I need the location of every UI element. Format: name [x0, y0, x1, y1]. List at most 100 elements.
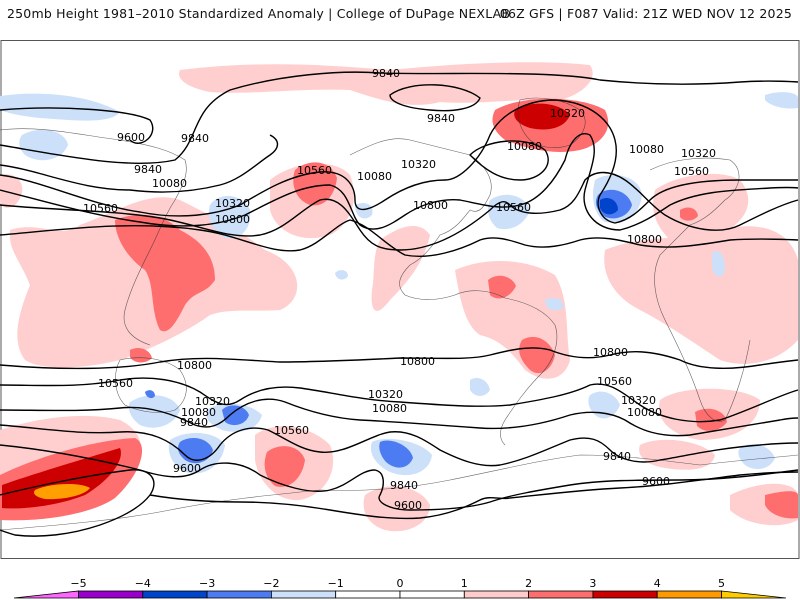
model-run-valid-time: 06Z GFS | F087 Valid: 21Z WED NOV 12 202… — [499, 6, 792, 21]
contour-9600-south — [0, 469, 799, 537]
colorbar-segment-m5_m4 — [78, 590, 144, 599]
anomaly-negative-1sd-libya — [712, 251, 725, 277]
contour-label: 10560 — [597, 375, 632, 388]
contour-label: 10080 — [507, 140, 542, 153]
height-contours — [0, 71, 799, 537]
contour-label: 10560 — [496, 201, 531, 214]
colorbar-tick-label: 2 — [525, 577, 532, 590]
chart-title: 250mb Height 1981–2010 Standardized Anom… — [7, 6, 511, 21]
anomaly-negative-1sd-indian-south — [738, 444, 775, 470]
anomaly-negative-3sd-north-atlantic — [600, 198, 618, 215]
contour-10560 — [0, 171, 799, 251]
contour-labels: 9840 9600 9840 9840 10320 9840 10080 105… — [83, 67, 716, 512]
contour-10080 — [0, 99, 798, 224]
anomaly-negative-1sd-arctic-east — [765, 92, 798, 109]
contour-label: 10320 — [368, 388, 403, 401]
colorbar-extend-max — [721, 590, 787, 599]
contour-label: 10320 — [195, 395, 230, 408]
contour-label: 10800 — [413, 199, 448, 212]
anomaly-positive-2sd-south-africa — [695, 408, 727, 431]
anomaly-positive-3sd-southern-indian — [2, 448, 121, 509]
colorbar-segment-p1_2 — [463, 590, 529, 599]
anomaly-negative-1sd-gulf-alaska — [355, 203, 373, 219]
contour-label: 9840 — [372, 67, 400, 80]
colorbar-tick-label: −4 — [135, 577, 151, 590]
contour-label: 9600 — [117, 131, 145, 144]
anomaly-positive-2sd-alps — [680, 207, 698, 221]
coastline-australia — [115, 357, 187, 413]
colorbar-segment-m1_0 — [335, 590, 401, 599]
anomaly-positive-1sd-australia-sw — [0, 174, 23, 208]
contour-label: 9840 — [427, 112, 455, 125]
colorbar-segment-p3_4 — [592, 590, 658, 599]
coastline-north-america — [349, 138, 492, 300]
anomaly-negative-2sd-nz-east — [222, 405, 249, 426]
contour-label: 10320 — [401, 158, 436, 171]
contour-label: 10080 — [357, 170, 392, 183]
anomaly-positive-1sd-mexico — [371, 225, 430, 311]
contour-label: 10080 — [629, 143, 664, 156]
contour-10080-greenland-loop — [469, 140, 549, 181]
colorbar-tick-label: −2 — [263, 577, 279, 590]
colorbar-tick-label: 1 — [461, 577, 468, 590]
colorbar-segment-p0_1 — [399, 590, 465, 599]
anomaly-negative-1sd-aleutian — [208, 195, 251, 239]
contour-9600-north — [0, 107, 154, 144]
contour-label: 10080 — [181, 406, 216, 419]
contour-label: 10560 — [98, 377, 133, 390]
contour-label: 10080 — [152, 177, 187, 190]
anomaly-positive-1sd-south-atlantic — [639, 439, 715, 470]
contour-10320-south — [0, 398, 799, 437]
contour-9840-ne — [0, 134, 279, 193]
contour-9840-south — [0, 444, 799, 511]
contour-label: 10320 — [681, 147, 716, 160]
anomaly-negative-2sd-south-pacific — [379, 440, 413, 468]
anomaly-positive-3sd-greenland — [514, 103, 570, 130]
contour-label: 10800 — [215, 213, 250, 226]
contour-label: 9600 — [173, 462, 201, 475]
contour-label: 10560 — [297, 164, 332, 177]
contour-10800-south — [0, 347, 799, 370]
colorbar-segment-p4_5 — [656, 590, 722, 599]
anomaly-negative-2sd-south-australia — [145, 390, 155, 399]
contour-label: 10560 — [274, 424, 309, 437]
colorbar-tick-label: 5 — [718, 577, 725, 590]
anomaly-positive-1sd-europe — [653, 173, 749, 247]
colorbar-ticks: −5 −4 −3 −2 −1 0 1 2 3 4 5 — [70, 577, 725, 590]
colorbar-tick-label: −5 — [70, 577, 86, 590]
contour-label: 9840 — [181, 132, 209, 145]
anomaly-positive-2sd-south-pacific-central — [264, 446, 305, 487]
contour-10800 — [0, 219, 799, 257]
coastline-south-america — [454, 290, 558, 446]
contour-label: 10800 — [400, 355, 435, 368]
colorbar-segment-p2_3 — [528, 590, 594, 599]
colorbar-tick-label: −3 — [199, 577, 215, 590]
anomaly-positive-1sd-atlantic-africa — [604, 226, 798, 364]
anomaly-positive-2sd-caribbean — [488, 275, 516, 299]
colorbar: −5 −4 −3 −2 −1 0 1 2 3 4 5 — [13, 577, 787, 599]
contour-label: 10800 — [627, 233, 662, 246]
contour-9840-north-inner — [389, 84, 481, 112]
anomaly-positive-4sd-southern-indian — [34, 484, 90, 500]
anomaly-negative-1sd-siberia — [0, 93, 120, 121]
contour-10560-south — [0, 377, 799, 423]
anomaly-map: 9840 9600 9840 9840 10320 9840 10080 105… — [0, 40, 800, 559]
anomaly-negative-1sd-kazakhstan — [19, 129, 68, 161]
contour-9840-north — [0, 71, 799, 164]
contour-label: 9840 — [603, 450, 631, 463]
contour-label: 9840 — [390, 479, 418, 492]
colorbar-segments — [13, 590, 787, 599]
colorbar-segment-m2_m1 — [270, 590, 337, 599]
colorbar-tick-label: 4 — [654, 577, 661, 590]
contour-label: 9600 — [642, 475, 670, 488]
contour-label: 10080 — [372, 402, 407, 415]
contour-label: 10560 — [83, 202, 118, 215]
colorbar-segment-m3_m2 — [206, 590, 272, 599]
contour-label: 9840 — [134, 163, 162, 176]
anomaly-positive-2sd-southern-ocean-east — [765, 491, 798, 519]
anomaly-negative-1sd-atlantic-eq — [545, 297, 564, 311]
colorbar-tick-label: 3 — [589, 577, 596, 590]
contour-label: 9600 — [394, 499, 422, 512]
anomaly-positive-2sd-pacific-ne — [293, 162, 337, 206]
contour-label: 10320 — [621, 394, 656, 407]
